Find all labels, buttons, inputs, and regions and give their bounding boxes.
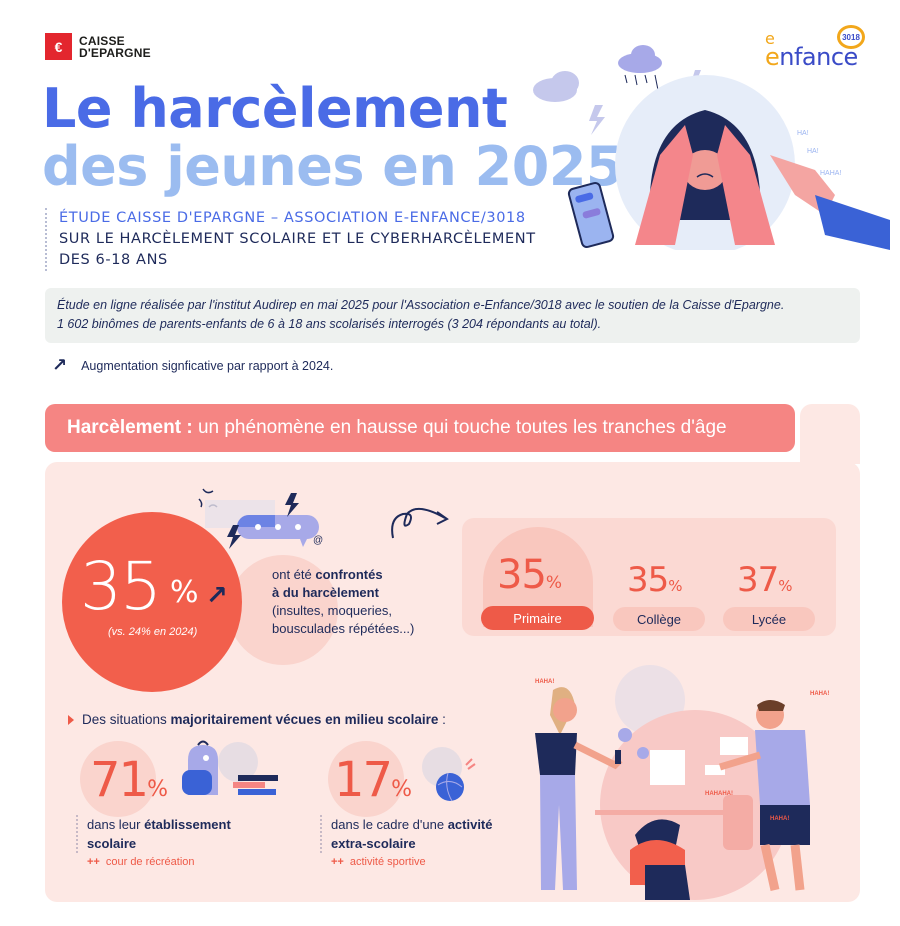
lightning-icon [589,105,605,135]
situation-desc-school: dans leur établissement scolaire [76,815,231,853]
age-stat-college: 35% [627,560,683,600]
rain-cloud-icon [618,45,662,96]
svg-text:HAHAHA!: HAHAHA! [705,791,733,797]
situation-stat-school: 71% [90,752,168,808]
main-stat-circle [62,512,242,692]
main-stat-unit: % [170,575,199,610]
bullying-scene-illustration: HAHA! HAHA! HAHAHA! HAHA! [535,665,829,900]
svg-text:HA!: HA! [797,130,809,137]
e-enfance-logo: e enfance 3018 [765,25,875,80]
legend: ↗ Augmentation signficative par rapport … [52,355,333,376]
decorative-circle [328,741,404,817]
badge-3018: 3018 [837,25,865,49]
subtitle-line3: DES 6-18 ANS [59,252,168,268]
svg-text:HAHA!: HAHA! [810,691,829,697]
at-sign-icon: @ [313,535,323,546]
age-label-college: Collège [613,607,705,631]
page-title-line1: Le harcèlement [42,77,508,140]
arrow-up-right-icon: ↗ [206,580,228,610]
situation-desc-extracurricular: dans le cadre d'une activité extra-scola… [320,815,493,853]
basketball-icon [422,747,476,802]
chat-bubble-decoration: @ [198,488,323,549]
e-enfance-e-top: e [765,29,775,48]
section-header: Harcèlement : un phénomène en hausse qui… [45,404,795,452]
decorative-circle [228,555,338,665]
situation-detail-school: ++ cour de récréation [87,856,195,868]
situation-stat-extracurricular: 17% [334,752,412,808]
logo-line1: CAISSE [79,33,125,48]
study-subtitle: ÉTUDE CAISSE D'EPARGNE – ASSOCIATION E-E… [45,208,536,271]
svg-text:HAHA!: HAHA! [820,170,841,177]
backpack-icon [182,740,278,795]
main-stat-comparison: (vs. 24% en 2024) [108,626,198,638]
age-label-lycee: Lycée [723,607,815,631]
section-title-bold: Harcèlement : [67,417,193,438]
phone-icon [567,182,615,248]
situation-detail-extracurricular: ++ activité sportive [331,856,426,868]
cloud-icon [533,71,579,102]
age-stat-lycee: 37% [737,560,793,600]
age-label-primaire: Primaire [481,606,594,630]
crying-girl [630,819,690,900]
info-line1: Étude en ligne réalisée par l'institut A… [57,298,785,312]
svg-text:HAHA!: HAHA! [535,679,554,685]
logo-line2: D'EPARGNE [79,45,151,60]
distressed-girl-illustration: HA! HA! HAHA! [533,45,890,250]
svg-text:HAHA!: HAHA! [770,816,789,822]
boy-pointing [718,700,810,891]
situations-heading: Des situations majoritairement vécues en… [68,712,446,727]
lightning-icon [227,525,241,549]
main-stat-description: ont été confrontés à du harcèlement (ins… [272,567,415,636]
section-title-rest: un phénomène en hausse qui touche toutes… [192,417,727,438]
squirrel-icon: € [45,33,72,60]
lightning-icon [285,493,299,517]
caisse-epargne-logo: € CAISSE D'EPARGNE [45,33,151,60]
decorative-circle [80,741,156,817]
legend-text: Augmentation signficative par rapport à … [81,358,334,373]
curvy-arrow-icon [391,507,449,539]
main-stat-value: 35 [80,548,162,625]
age-stat-primaire: 35% [497,552,563,598]
svg-text:HA!: HA! [807,148,819,155]
subtitle-line2: SUR LE HARCÈLEMENT SCOLAIRE ET LE CYBERH… [59,231,536,247]
study-info-box: Étude en ligne réalisée par l'institut A… [45,288,860,343]
info-line2: 1 602 binômes de parents-enfants de 6 à … [57,317,602,331]
section-bg-tab [800,404,860,464]
arrow-up-right-icon: ↗ [52,355,68,375]
triangle-bullet-icon [68,714,74,725]
page-title-line2: des jeunes en 2025 [42,135,623,198]
girl-with-phone [535,687,649,890]
subtitle-line1: ÉTUDE CAISSE D'EPARGNE – ASSOCIATION E-E… [59,210,526,226]
